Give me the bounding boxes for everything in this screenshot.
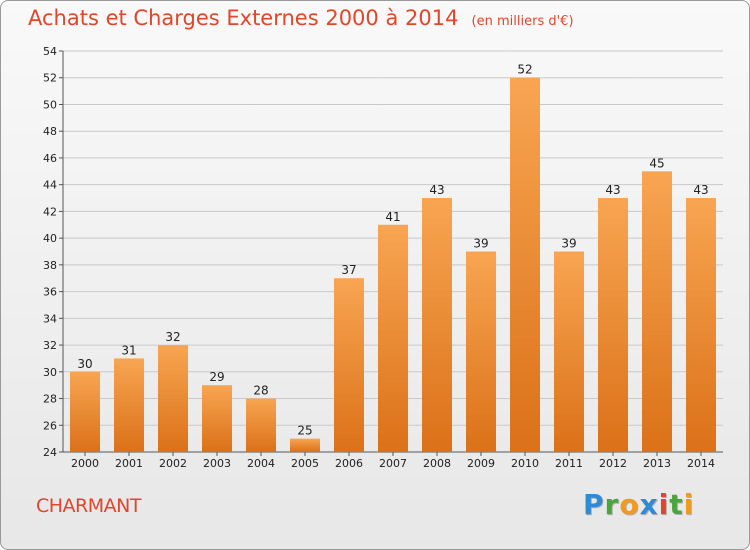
- x-tick-label: 2011: [555, 457, 583, 470]
- y-tick-label: 32: [43, 339, 57, 352]
- x-tick-label: 2001: [115, 457, 143, 470]
- x-tick-label: 2008: [423, 457, 451, 470]
- value-label: 43: [605, 183, 620, 197]
- bar: [114, 358, 144, 452]
- value-label: 43: [429, 183, 444, 197]
- value-label: 45: [649, 156, 664, 170]
- bar: [202, 385, 232, 452]
- y-tick-label: 34: [43, 312, 57, 325]
- bar: [70, 371, 100, 452]
- y-tick-label: 46: [43, 152, 57, 165]
- bar: [466, 251, 496, 452]
- bar: [422, 198, 452, 452]
- labels: 24 26 28 30 32 34 36 38 40 42 44 46 48 50 52 54 2000 30 20…: [43, 45, 715, 470]
- y-tick-label: 28: [43, 393, 57, 406]
- x-tick-label: 2007: [379, 457, 407, 470]
- y-tick-label: 38: [43, 259, 57, 272]
- value-label: 31: [121, 343, 136, 357]
- chart-title: Achats et Charges Externes 2000 à 2014: [28, 6, 459, 30]
- commune-name: CHARMANT: [36, 495, 141, 517]
- x-tick-label: 2003: [203, 457, 231, 470]
- bar: [642, 171, 672, 453]
- value-label: 25: [297, 424, 312, 438]
- x-tick-label: 2012: [599, 457, 627, 470]
- bar: [246, 398, 276, 452]
- y-tick-label: 36: [43, 286, 57, 299]
- logo-letter: t: [669, 488, 684, 521]
- value-label: 28: [253, 384, 268, 398]
- value-label: 52: [517, 63, 532, 77]
- logo-letter: i: [683, 488, 695, 521]
- bar: [378, 224, 408, 452]
- logo-letter: o: [619, 488, 640, 521]
- x-tick-label: 2014: [687, 457, 715, 470]
- y-tick-label: 48: [43, 125, 57, 138]
- y-tick-label: 26: [43, 419, 57, 432]
- logo-letter: r: [604, 488, 620, 521]
- value-label: 37: [341, 263, 356, 277]
- y-tick-label: 52: [43, 72, 57, 85]
- bar: [290, 438, 320, 452]
- y-tick-label: 50: [43, 98, 57, 111]
- y-tick-label: 42: [43, 205, 57, 218]
- y-tick-label: 54: [43, 45, 57, 58]
- bar: [686, 198, 716, 452]
- chart-title-block: Achats et Charges Externes 2000 à 2014 (…: [28, 6, 574, 30]
- x-tick-label: 2006: [335, 457, 363, 470]
- bar: [554, 251, 584, 452]
- bar: [158, 345, 188, 452]
- bars: [70, 77, 716, 453]
- value-label: 29: [209, 370, 224, 384]
- bar: [598, 198, 628, 452]
- value-label: 39: [473, 237, 488, 251]
- value-label: 32: [165, 330, 180, 344]
- value-label: 30: [77, 357, 92, 371]
- y-tick-label: 40: [43, 232, 57, 245]
- proxiti-logo: Proxiti: [583, 488, 694, 521]
- logo-letter: i: [658, 488, 670, 521]
- x-tick-label: 2000: [71, 457, 99, 470]
- x-tick-label: 2013: [643, 457, 671, 470]
- logo-letter: P: [583, 488, 605, 521]
- y-tick-label: 30: [43, 366, 57, 379]
- x-tick-label: 2009: [467, 457, 495, 470]
- logo-letter: x: [639, 488, 659, 521]
- value-label: 41: [385, 210, 400, 224]
- chart-unit: (en milliers d'€): [471, 14, 574, 29]
- x-tick-label: 2002: [159, 457, 187, 470]
- y-tick-label: 24: [43, 446, 57, 459]
- x-tick-label: 2004: [247, 457, 275, 470]
- value-label: 43: [693, 183, 708, 197]
- y-tick-label: 44: [43, 179, 57, 192]
- x-tick-label: 2005: [291, 457, 319, 470]
- bar: [334, 278, 364, 452]
- value-label: 39: [561, 237, 576, 251]
- bar: [510, 77, 540, 452]
- x-tick-label: 2010: [511, 457, 539, 470]
